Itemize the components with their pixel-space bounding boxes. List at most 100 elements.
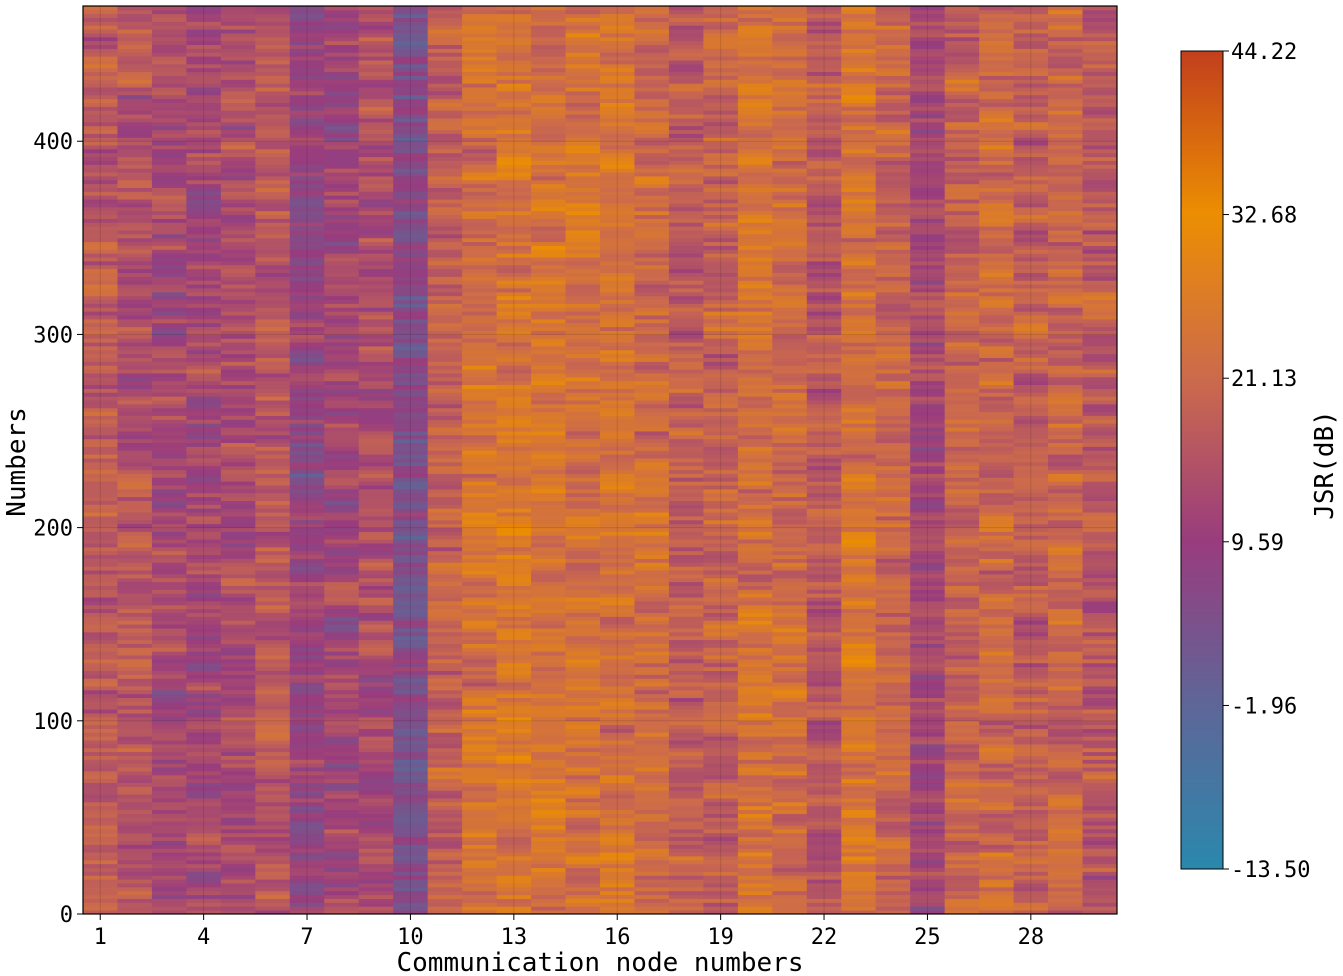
- heatmap-cell: [220, 60, 256, 65]
- heatmap-cell: [772, 376, 808, 382]
- heatmap-cell: [186, 713, 222, 718]
- heatmap-cell: [151, 160, 187, 165]
- heatmap-cell: [462, 299, 498, 304]
- heatmap-cell: [393, 299, 429, 304]
- heatmap-cell: [462, 740, 498, 745]
- heatmap-cell: [393, 137, 429, 142]
- heatmap-cell: [565, 589, 601, 594]
- heatmap-cell: [427, 562, 463, 567]
- heatmap-cell: [772, 272, 808, 277]
- heatmap-cell: [83, 253, 119, 258]
- heatmap-cell: [255, 546, 291, 552]
- heatmap-cell: [289, 233, 325, 239]
- heatmap-cell: [358, 774, 394, 780]
- heatmap-cell: [324, 643, 360, 648]
- heatmap-cell: [83, 558, 119, 563]
- heatmap-cell: [531, 732, 567, 737]
- heatmap-cell: [531, 388, 567, 393]
- heatmap-cell: [393, 268, 429, 273]
- heatmap-cell: [255, 160, 291, 165]
- heatmap-cell: [393, 36, 429, 42]
- heatmap-cell: [634, 164, 670, 169]
- heatmap-cell: [358, 145, 394, 150]
- heatmap-cell: [117, 682, 153, 687]
- heatmap-cell: [117, 6, 153, 11]
- heatmap-cell: [737, 9, 773, 15]
- heatmap-cell: [600, 577, 636, 583]
- heatmap-cell: [289, 859, 325, 865]
- heatmap-cell: [83, 179, 119, 185]
- heatmap-cell: [358, 465, 394, 471]
- heatmap-cell: [634, 546, 670, 552]
- heatmap-cell: [806, 716, 842, 722]
- heatmap-cell: [737, 485, 773, 490]
- heatmap-cell: [151, 624, 187, 629]
- heatmap-cell: [427, 570, 463, 575]
- heatmap-cell: [255, 276, 291, 281]
- heatmap-cell: [462, 206, 498, 212]
- heatmap-cell: [393, 48, 429, 53]
- heatmap-cell: [83, 651, 119, 656]
- heatmap-cell: [703, 496, 739, 501]
- heatmap-cell: [117, 601, 153, 606]
- heatmap-cell: [393, 29, 429, 34]
- heatmap-cell: [634, 755, 670, 760]
- heatmap-cell: [289, 44, 325, 49]
- heatmap-cell: [393, 531, 429, 536]
- heatmap-cell: [358, 400, 394, 405]
- heatmap-cell: [151, 631, 187, 637]
- heatmap-cell: [186, 164, 222, 169]
- heatmap-cell: [668, 295, 704, 301]
- heatmap-cell: [634, 249, 670, 254]
- heatmap-cell: [255, 434, 291, 440]
- heatmap-cell: [531, 67, 567, 73]
- heatmap-cell: [393, 620, 429, 625]
- heatmap-cell: [772, 419, 808, 424]
- heatmap-cell: [151, 898, 187, 903]
- heatmap-cell: [393, 349, 429, 355]
- heatmap-cell: [427, 658, 463, 664]
- heatmap-cell: [496, 121, 532, 127]
- heatmap-cell: [600, 628, 636, 633]
- heatmap-cell: [634, 813, 670, 818]
- heatmap-cell: [737, 852, 773, 857]
- heatmap-cell: [462, 60, 498, 65]
- heatmap-cell: [634, 392, 670, 397]
- heatmap-cell: [634, 357, 670, 362]
- heatmap-cell: [703, 558, 739, 563]
- heatmap-cell: [358, 106, 394, 111]
- heatmap-cell: [565, 844, 601, 849]
- heatmap-cell: [634, 840, 670, 845]
- heatmap-cell: [255, 83, 291, 88]
- heatmap-cell: [600, 697, 636, 702]
- heatmap-cell: [220, 353, 256, 358]
- heatmap-cell: [117, 701, 153, 706]
- heatmap-cell: [186, 620, 222, 625]
- heatmap-cell: [772, 106, 808, 111]
- heatmap-cell: [289, 562, 325, 567]
- heatmap-cell: [151, 817, 187, 822]
- heatmap-cell: [703, 222, 739, 227]
- heatmap-cell: [668, 612, 704, 617]
- heatmap-cell: [565, 87, 601, 92]
- heatmap-cell: [462, 778, 498, 784]
- heatmap-cell: [427, 728, 463, 733]
- heatmap-cell: [531, 593, 567, 598]
- heatmap-cell: [531, 98, 567, 103]
- heatmap-cell: [496, 616, 532, 621]
- heatmap-cell: [83, 492, 119, 498]
- heatmap-cell: [565, 25, 601, 30]
- heatmap-cell: [634, 573, 670, 579]
- heatmap-cell: [634, 662, 670, 668]
- heatmap-cell: [83, 813, 119, 818]
- heatmap-cell: [531, 25, 567, 30]
- heatmap-cell: [186, 894, 222, 899]
- heatmap-cell: [772, 129, 808, 134]
- heatmap-cell: [255, 25, 291, 30]
- heatmap-cell: [531, 291, 567, 297]
- heatmap-cell: [427, 601, 463, 606]
- heatmap-cell: [83, 407, 119, 413]
- heatmap-cell: [703, 832, 739, 838]
- heatmap-cell: [496, 110, 532, 115]
- heatmap-cell: [496, 179, 532, 185]
